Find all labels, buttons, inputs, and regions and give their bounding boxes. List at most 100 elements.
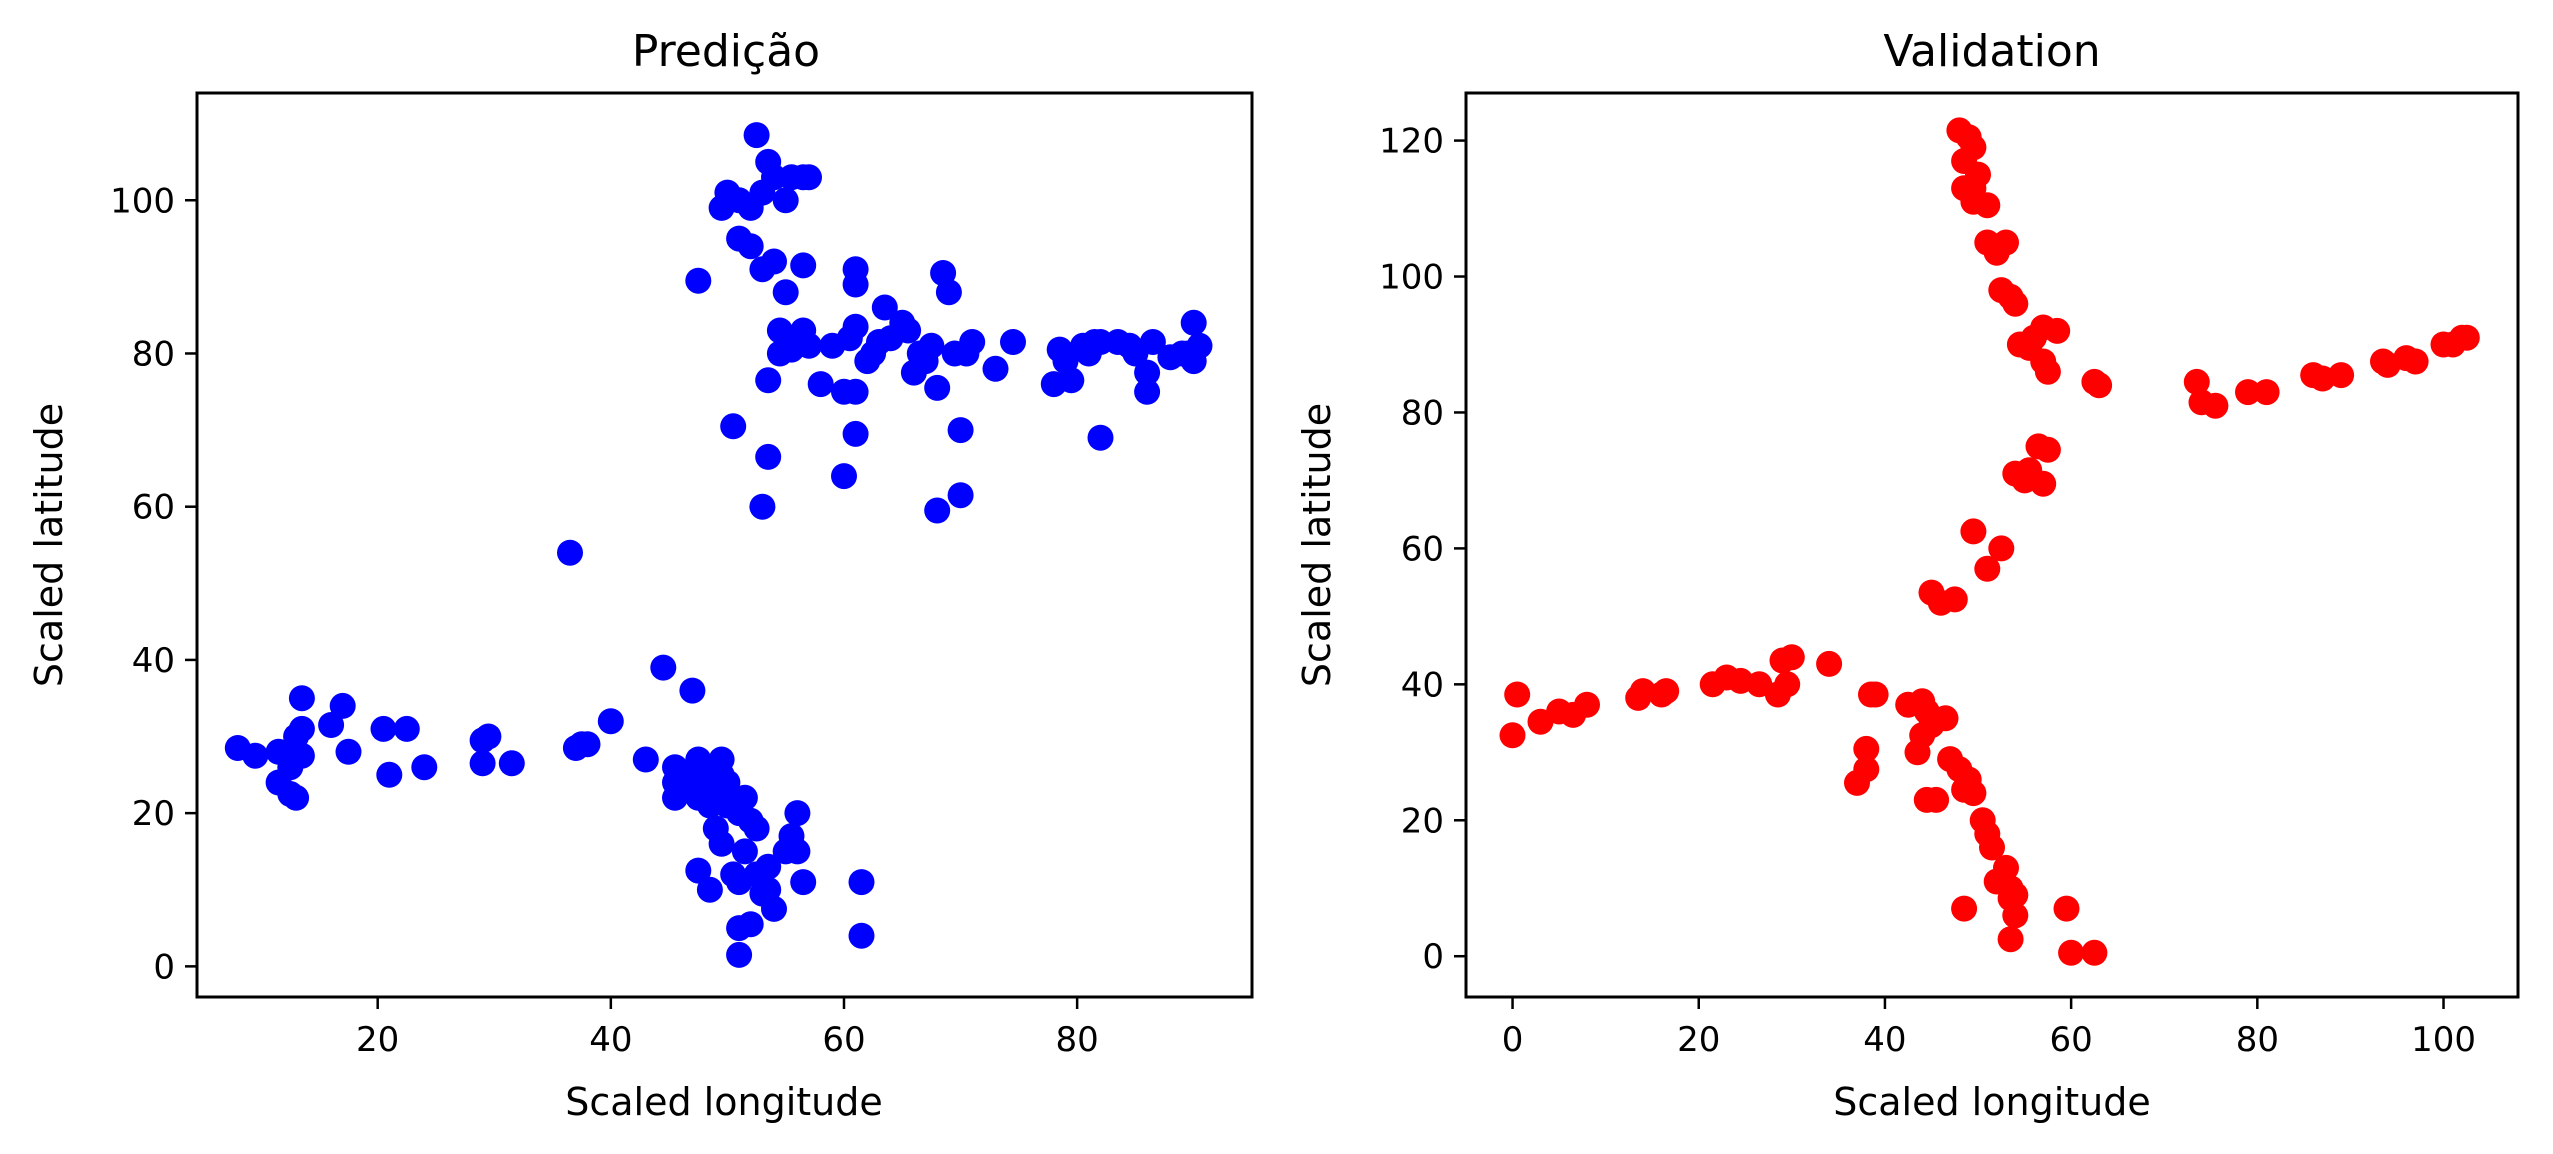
y-tick-label: 60 (1401, 529, 1444, 569)
data-point (790, 317, 817, 344)
x-tick-label: 20 (1677, 1020, 1720, 1060)
x-tick-label: 60 (822, 1020, 865, 1060)
chart-title: Predição (632, 26, 820, 77)
data-point (2034, 436, 2061, 463)
data-point (283, 784, 310, 811)
data-point (2002, 902, 2029, 929)
data-point (947, 417, 974, 444)
data-point (597, 708, 624, 735)
data-point (2328, 362, 2355, 389)
prediction-points (224, 122, 1213, 968)
y-tick-label: 20 (1401, 801, 1444, 841)
data-point (784, 800, 811, 827)
data-point (772, 187, 799, 214)
x-tick-label: 40 (1863, 1020, 1906, 1060)
chart-title: Validation (1883, 26, 2100, 77)
data-point (842, 378, 869, 405)
data-point (2058, 939, 2085, 966)
data-point (1993, 854, 2019, 881)
data-point (831, 463, 857, 490)
data-point (761, 895, 787, 922)
data-point (2034, 358, 2061, 385)
data-point (726, 941, 753, 968)
data-point (498, 750, 525, 777)
y-tick-label: 100 (1379, 258, 1444, 298)
data-point (318, 712, 345, 738)
data-point (784, 838, 811, 865)
data-point (796, 164, 822, 191)
data-point (1951, 895, 1978, 922)
data-point (1000, 329, 1026, 355)
x-axis-label: Scaled longitude (1833, 1080, 2151, 1124)
data-point (475, 723, 502, 750)
data-point (370, 715, 397, 742)
data-point (1134, 378, 1161, 405)
y-axis-label: Scaled latitude (1295, 403, 1339, 687)
data-point (1134, 359, 1161, 386)
data-point (737, 911, 764, 938)
x-tick-label: 80 (1056, 1020, 1099, 1060)
data-point (731, 838, 758, 865)
prediction-chart: Predição 20 40 60 80 0 20 40 60 80 100 Scaled lon… (27, 26, 1254, 1124)
data-point (1653, 678, 1680, 705)
data-point (1778, 644, 1805, 671)
data-point (1974, 192, 2001, 219)
data-point (679, 677, 706, 704)
x-tick-label: 40 (589, 1020, 632, 1060)
data-point (871, 294, 898, 321)
data-point (1499, 722, 1526, 749)
y-tick-label: 120 (1379, 122, 1444, 162)
data-point (755, 853, 782, 880)
data-point (696, 876, 723, 903)
data-point (2053, 895, 2080, 922)
data-point (411, 754, 438, 781)
data-point (1923, 786, 1950, 813)
x-tick-label: 100 (2411, 1020, 2476, 1060)
data-point (842, 420, 869, 447)
data-point (1988, 535, 2015, 562)
data-point (685, 267, 712, 294)
y-tick-label: 0 (1422, 937, 1444, 977)
data-point (1853, 735, 1880, 762)
data-point (772, 279, 799, 306)
data-point (2030, 470, 2057, 497)
y-tick-label: 80 (1401, 393, 1444, 433)
x-tick-label: 60 (2050, 1020, 2093, 1060)
data-point (918, 332, 945, 359)
data-point (376, 761, 403, 788)
data-point (1504, 681, 1531, 708)
data-point (959, 329, 986, 355)
validation-chart: Validation 0 20 40 60 80 100 0 20 40 60 80 100 120 S… (1295, 26, 2520, 1124)
data-point (947, 482, 974, 509)
y-axis-label: Scaled latitude (27, 403, 71, 687)
data-point (743, 122, 770, 149)
data-point (2081, 939, 2108, 966)
data-point (288, 685, 315, 712)
data-point (790, 869, 817, 896)
data-point (1574, 691, 1600, 718)
data-point (924, 497, 951, 524)
data-point (743, 815, 770, 842)
data-point (650, 654, 677, 681)
data-point (1774, 671, 1801, 698)
data-point (1960, 780, 1987, 807)
x-tick-label: 20 (356, 1020, 399, 1060)
data-point (393, 715, 420, 742)
plot-frame (1464, 91, 2520, 999)
data-point (1058, 367, 1085, 394)
data-point (1186, 332, 1213, 359)
data-point (755, 443, 782, 470)
data-point (807, 371, 834, 398)
y-tick-label: 60 (132, 488, 175, 528)
data-point (1139, 329, 1166, 355)
data-point (1941, 586, 1968, 613)
data-point (1853, 756, 1880, 783)
x-axis-label: Scaled longitude (565, 1080, 883, 1124)
data-point (1997, 926, 2024, 953)
data-point (469, 750, 496, 777)
data-point (2402, 348, 2429, 375)
y-tick-label: 100 (110, 181, 175, 221)
y-tick-label: 0 (153, 947, 175, 987)
